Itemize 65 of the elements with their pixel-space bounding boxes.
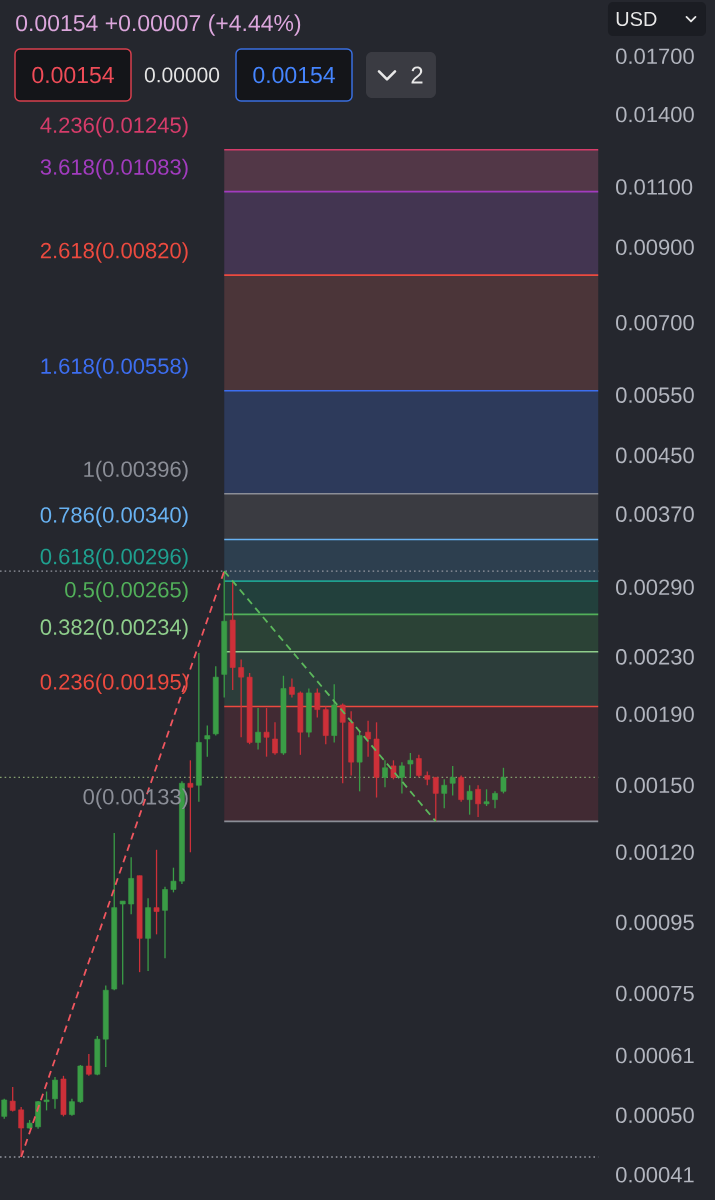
candlestick bbox=[365, 720, 371, 758]
y-tick-label: 0.00550 bbox=[616, 387, 694, 403]
candlestick bbox=[9, 1086, 16, 1113]
candlestick bbox=[119, 900, 126, 986]
y-tick-label: 0.01700 bbox=[616, 48, 694, 65]
candlestick bbox=[407, 752, 414, 779]
candlestick bbox=[441, 778, 448, 809]
candlestick bbox=[289, 677, 295, 699]
candlestick bbox=[466, 784, 473, 816]
candlestick bbox=[492, 790, 498, 809]
candlestick bbox=[153, 849, 160, 935]
ref-line-label: 1.618(0.00558) bbox=[41, 357, 188, 379]
candlestick bbox=[52, 1076, 58, 1110]
ref-line-label: 1(0.00396) bbox=[84, 460, 188, 482]
y-tick-label: 0.00120 bbox=[616, 844, 694, 861]
annotation: 0.00000 bbox=[144, 67, 220, 83]
candlestick bbox=[86, 1053, 92, 1077]
y-tick-label: 0.00290 bbox=[616, 579, 694, 596]
text: USD bbox=[616, 11, 657, 27]
candlestick bbox=[170, 867, 177, 894]
candlestick bbox=[449, 765, 456, 797]
ref-line-label: 0.382(0.00234) bbox=[40, 618, 188, 640]
ref-line-label: 3.618(0.01083) bbox=[40, 158, 188, 180]
y-tick-label: 0.00450 bbox=[616, 447, 694, 464]
y-tick-label: 0.00230 bbox=[616, 649, 694, 665]
y-tick-label: 0.00075 bbox=[616, 985, 694, 1002]
candlestick bbox=[238, 658, 244, 738]
candlestick bbox=[187, 759, 194, 853]
candlestick bbox=[162, 886, 168, 959]
candlestick bbox=[339, 702, 346, 784]
y-tick-label: 0.01400 bbox=[616, 106, 694, 123]
ref-line-label: 0.236(0.00195) bbox=[40, 673, 188, 695]
candlestick bbox=[458, 774, 464, 803]
y-tick-label: 0.00900 bbox=[616, 239, 694, 255]
candlestick bbox=[500, 767, 507, 795]
ref-line-label: 0.5(0.00265) bbox=[65, 581, 188, 602]
candlestick bbox=[416, 754, 422, 779]
candlestick bbox=[399, 761, 405, 795]
candlestick bbox=[263, 707, 270, 758]
annotation: 0.00154 bbox=[253, 66, 335, 84]
candlestick bbox=[204, 724, 211, 758]
y-tick-label: 0.00061 bbox=[616, 1047, 694, 1064]
y-tick-label: 0.01100 bbox=[616, 179, 693, 195]
y-tick-label: 0.00041 bbox=[616, 1166, 694, 1183]
ref-line-label: 0.786(0.00340) bbox=[40, 506, 188, 528]
y-tick-label: 0.00190 bbox=[616, 706, 694, 723]
candlestick bbox=[314, 687, 321, 719]
candlestick bbox=[475, 784, 481, 818]
ref-line-label: 2.618(0.00820) bbox=[40, 242, 188, 263]
ref-line-label: 0.618(0.00296) bbox=[40, 548, 188, 569]
candlestick bbox=[43, 1090, 50, 1112]
y-tick-label: 0.00095 bbox=[616, 914, 694, 931]
annotation: 0.00154 bbox=[32, 66, 114, 84]
candlestick bbox=[255, 707, 261, 751]
y-tick-label: 0.00700 bbox=[616, 314, 694, 331]
candlestick bbox=[390, 759, 397, 780]
y-tick-label: 0.00150 bbox=[616, 777, 694, 794]
candlestick bbox=[382, 759, 388, 788]
annotation: 2 bbox=[411, 66, 423, 84]
y-tick-label: 0.00370 bbox=[616, 506, 694, 522]
ref-line-label: 4.236(0.01245) bbox=[40, 116, 188, 138]
y-tick-label: 0.00050 bbox=[616, 1107, 694, 1123]
candlestick bbox=[432, 776, 439, 823]
text: 0.00154 +0.00007 (+4.44%) bbox=[16, 14, 301, 36]
candlestick bbox=[272, 721, 278, 756]
